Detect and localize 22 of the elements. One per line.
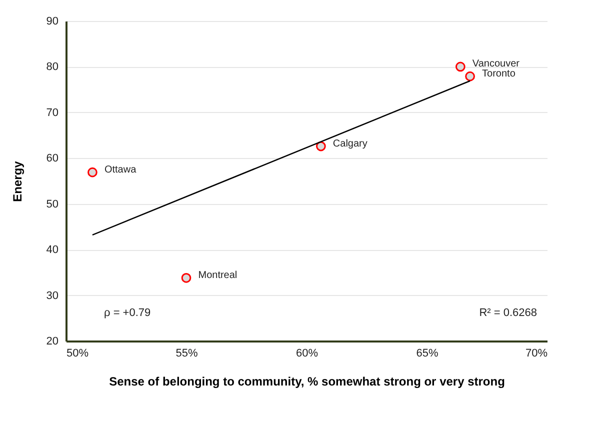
x-tick-label: 55% [176,348,198,360]
y-tick-label: 80 [46,61,58,74]
y-tick-label: 30 [46,290,58,302]
annotation: ρ = +0.79 [104,307,151,319]
annotation: Calgary [332,138,368,150]
y-tick-label: 20 [46,336,58,348]
y-tick-label: 50 [46,198,58,210]
y-axis-title: Energy [10,160,24,202]
x-tick-label: 60% [296,348,318,360]
annotation: Toronto [482,68,516,80]
annotation: Montreal [198,270,238,281]
x-tick-label: 70% [525,348,548,360]
y-tick-label: 70 [46,106,58,119]
annotation: Vancouver [472,58,520,70]
y-tick-label: 60 [46,152,58,165]
y-tick-label: 40 [46,244,58,256]
annotation: R² = 0.6268 [479,307,537,319]
x-axis-title: Sense of belonging to community, % somewhat strong or very strong [109,374,505,388]
x-tick-label: 50% [66,348,89,360]
y-tick-label: 90 [46,16,58,28]
x-tick-label: 65% [416,348,438,360]
annotation: Ottawa [104,164,137,176]
